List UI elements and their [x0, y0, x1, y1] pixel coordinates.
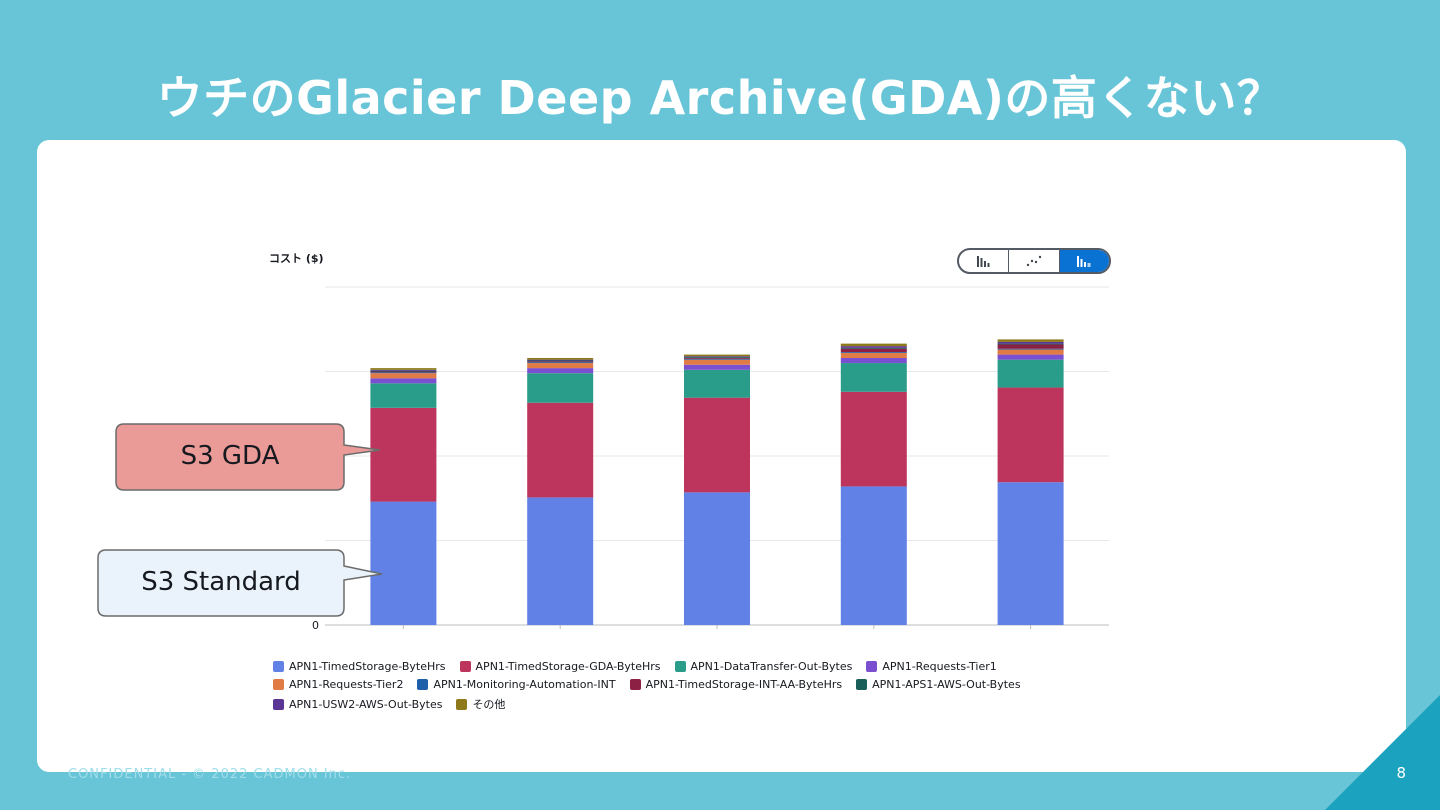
bar-segment[interactable] [370, 372, 436, 373]
bar-segment[interactable] [370, 373, 436, 378]
bar-segment[interactable] [998, 388, 1064, 483]
legend-swatch [417, 679, 428, 690]
callout-standard-label: S3 Standard [98, 567, 344, 597]
bar-segment[interactable] [370, 372, 436, 373]
bar-segment[interactable] [684, 492, 750, 625]
bar-segment[interactable] [527, 360, 593, 361]
corner-decoration [1325, 695, 1440, 810]
bar-segment[interactable] [370, 370, 436, 371]
legend-item[interactable]: APN1-TimedStorage-INT-AA-ByteHrs [630, 678, 843, 691]
legend-swatch [630, 679, 641, 690]
legend-swatch [866, 661, 877, 672]
legend-swatch [675, 661, 686, 672]
legend-item[interactable]: APN1-TimedStorage-GDA-ByteHrs [460, 660, 661, 673]
legend-swatch [856, 679, 867, 690]
bar-segment[interactable] [684, 357, 750, 358]
legend-label: APN1-Requests-Tier1 [882, 660, 996, 673]
legend-item[interactable]: APN1-TimedStorage-ByteHrs [273, 660, 446, 673]
bar-segment[interactable] [998, 342, 1064, 344]
legend-item[interactable]: その他 [456, 696, 505, 712]
bar-segment[interactable] [841, 392, 907, 487]
legend-item[interactable]: APN1-Requests-Tier1 [866, 660, 996, 673]
bar-segment[interactable] [527, 363, 593, 368]
bar-segment[interactable] [841, 344, 907, 347]
page-number: 8 [1396, 764, 1406, 782]
legend-swatch [273, 679, 284, 690]
legend-label: APN1-APS1-AWS-Out-Bytes [872, 678, 1020, 691]
bar-segment[interactable] [370, 378, 436, 383]
legend-swatch [273, 661, 284, 672]
legend-item[interactable]: APN1-USW2-AWS-Out-Bytes [273, 696, 442, 712]
legend-item[interactable]: APN1-Monitoring-Automation-INT [417, 678, 615, 691]
bar-segment[interactable] [684, 398, 750, 493]
bar-segment[interactable] [841, 358, 907, 363]
legend-label: APN1-USW2-AWS-Out-Bytes [289, 698, 442, 711]
legend-swatch [460, 661, 471, 672]
bar-segment[interactable] [684, 360, 750, 365]
legend-swatch [273, 699, 284, 710]
bar-segment[interactable] [998, 349, 1064, 350]
bar-segment[interactable] [370, 383, 436, 408]
bar-segment[interactable] [370, 502, 436, 625]
bar-segment[interactable] [684, 370, 750, 398]
bar-segment[interactable] [527, 361, 593, 362]
bar-segment[interactable] [527, 358, 593, 360]
bar-segment[interactable] [684, 355, 750, 357]
bar-segment[interactable] [998, 360, 1064, 388]
bar-segment[interactable] [527, 497, 593, 625]
bar-segment[interactable] [841, 352, 907, 353]
legend-label: APN1-TimedStorage-INT-AA-ByteHrs [646, 678, 843, 691]
bar-segment[interactable] [684, 365, 750, 370]
bar-segment[interactable] [841, 363, 907, 392]
bar-segment[interactable] [998, 355, 1064, 360]
chart-legend: APN1-TimedStorage-ByteHrs APN1-TimedStora… [273, 660, 1073, 712]
bar-segment[interactable] [998, 344, 1064, 348]
bar-segment[interactable] [527, 361, 593, 362]
bar-segment[interactable] [684, 359, 750, 360]
legend-label: その他 [472, 696, 505, 712]
bar-segment[interactable] [841, 348, 907, 349]
legend-item[interactable]: APN1-Requests-Tier2 [273, 678, 403, 691]
bar-segment[interactable] [998, 339, 1064, 342]
bar-segment[interactable] [998, 350, 1064, 355]
legend-item[interactable]: APN1-APS1-AWS-Out-Bytes [856, 678, 1020, 691]
legend-item[interactable]: APN1-DataTransfer-Out-Bytes [675, 660, 853, 673]
legend-swatch [456, 699, 467, 710]
bar-segment[interactable] [527, 373, 593, 403]
legend-label: APN1-DataTransfer-Out-Bytes [691, 660, 853, 673]
bar-segment[interactable] [841, 346, 907, 348]
bar-segment[interactable] [841, 486, 907, 625]
bar-segment[interactable] [370, 371, 436, 372]
bar-segment[interactable] [370, 408, 436, 502]
bar-segment[interactable] [527, 368, 593, 373]
bar-segment[interactable] [370, 368, 436, 370]
legend-label: APN1-TimedStorage-GDA-ByteHrs [476, 660, 661, 673]
legend-label: APN1-Monitoring-Automation-INT [433, 678, 615, 691]
slide-title: ウチのGlacier Deep Archive(GDA)の高くない？ [0, 62, 1440, 128]
legend-label: APN1-TimedStorage-ByteHrs [289, 660, 446, 673]
y-tick-label: 0 [312, 619, 319, 632]
bar-segment[interactable] [527, 403, 593, 498]
bar-segment[interactable] [841, 353, 907, 358]
bar-segment[interactable] [684, 358, 750, 359]
footer-note: CONFIDENTIAL - © 2022 CADMON Inc. [68, 767, 351, 782]
bar-segment[interactable] [841, 349, 907, 352]
callout-gda-label: S3 GDA [116, 441, 344, 471]
bar-segment[interactable] [527, 362, 593, 363]
bar-segment[interactable] [998, 344, 1064, 345]
legend-label: APN1-Requests-Tier2 [289, 678, 403, 691]
bar-segment[interactable] [998, 482, 1064, 625]
bar-segment[interactable] [684, 356, 750, 357]
